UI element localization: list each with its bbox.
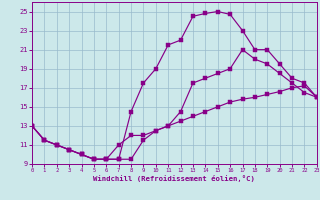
X-axis label: Windchill (Refroidissement éolien,°C): Windchill (Refroidissement éolien,°C) bbox=[93, 175, 255, 182]
